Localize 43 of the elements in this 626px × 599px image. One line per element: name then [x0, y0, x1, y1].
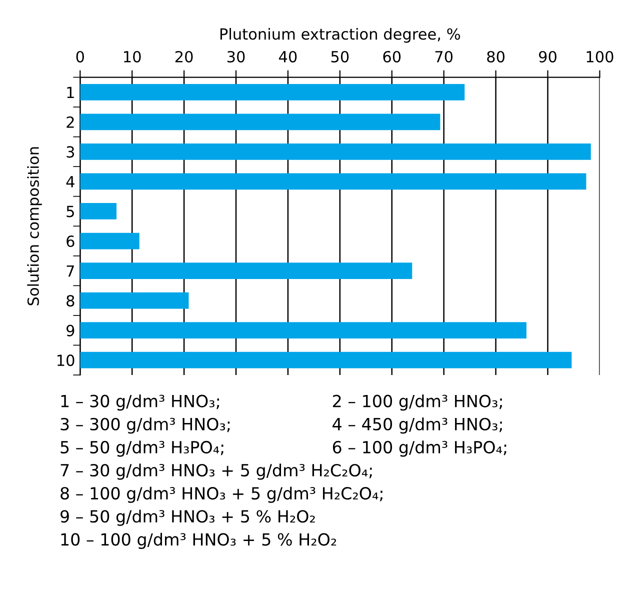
y-axis-title: Solution composition [27, 147, 42, 306]
text: 8 – 100 g/dm³ HNO₃ + 5 g/dm³ H₂C₂O₄; [60, 486, 382, 503]
y-tick-label: 2 [66, 116, 74, 128]
text: 1 – 30 g/dm³ HNO₃; [61, 394, 219, 411]
x-tick-label: 10 [124, 50, 141, 63]
x-tick-label: 20 [175, 50, 193, 63]
y-tick-label: 7 [66, 265, 74, 277]
text: 9 – 50 g/dm³ HNO₃ + 5 % H₂O₂ [60, 510, 315, 526]
bar [80, 292, 189, 309]
text: 4 – 450 g/dm³ HNO₃; [332, 418, 502, 434]
bar [80, 232, 140, 250]
y-tick-label: 10 [58, 354, 74, 366]
x-tick-label: 30 [227, 50, 245, 63]
text: 3 – 300 g/dm³ HNO₃; [60, 418, 230, 434]
bar [80, 262, 412, 279]
x-tick-label: 50 [331, 50, 349, 63]
x-tick-label: 40 [278, 50, 297, 63]
y-tick-label: 5 [66, 206, 74, 218]
x-tick-label: 60 [383, 50, 401, 63]
bar [80, 144, 591, 160]
y-tick-label: 3 [66, 146, 74, 158]
y-tick-label: 6 [66, 235, 74, 248]
bar [80, 173, 586, 190]
bar [80, 114, 440, 130]
y-tick-label: 9 [66, 324, 74, 336]
x-axis-title: Plutonium extraction degree, % [220, 28, 460, 43]
text: 5 – 50 g/dm³ H₃PO₄; [60, 440, 224, 457]
text: 2 – 100 g/dm³ HNO₃; [333, 394, 502, 411]
x-tick-label: 90 [538, 50, 556, 63]
x-tick-label: 70 [435, 50, 453, 63]
bar [80, 203, 116, 220]
y-tick-label: 4 [66, 176, 74, 188]
x-tick-label: 80 [487, 50, 504, 63]
y-tick-label: 1 [67, 86, 74, 98]
x-tick-label: 0 [76, 50, 84, 63]
bar [80, 84, 465, 100]
text: 7 – 30 g/dm³ HNO₃ + 5 g/dm³ H₂C₂O₄; [60, 464, 372, 480]
bar [80, 352, 572, 368]
x-tick-label: 100 [586, 50, 614, 63]
y-tick-label: 8 [66, 295, 74, 307]
bar [80, 322, 526, 339]
text: 10 – 100 g/dm³ HNO₃ + 5 % H₂O₂ [61, 532, 336, 549]
text: 6 – 100 g/dm³ H₃PO₄; [332, 440, 506, 457]
